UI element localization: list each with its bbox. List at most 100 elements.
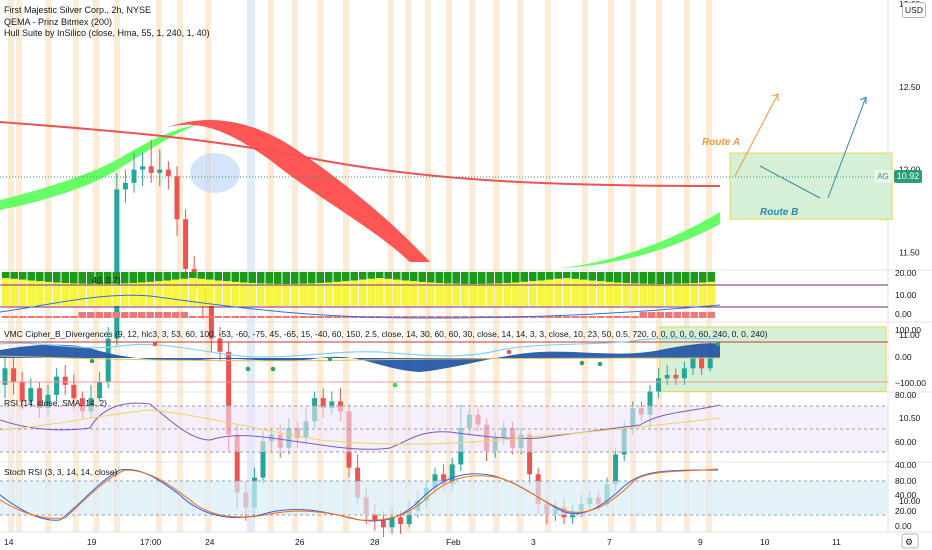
session-stripe [73,0,79,532]
prinz-bar-yellow [393,279,401,306]
highlight-ellipse [190,153,240,193]
last-price-tag: 10.92 [894,170,922,183]
route-a-arrow [734,93,779,177]
prinz-bar-red [665,312,673,318]
prinz-bar-red [172,312,180,318]
candle-body [54,376,60,395]
price-tick: 11.00 [899,330,920,340]
prinz-bar-green [248,272,256,284]
candle-body [527,434,533,475]
prinz-bar-red [274,316,282,318]
prinz-bar-green [546,272,554,280]
prinz-bar-yellow [427,282,435,306]
prinz-bar-green [265,272,273,284]
prinz-bar-green [495,272,503,284]
candle-body [449,464,455,485]
prinz-bar-green [112,272,120,284]
candle-body [647,391,653,415]
time-tick: 26 [295,537,305,547]
candle-body [664,374,670,379]
candle-body [45,394,51,409]
prinz-bar-yellow [682,283,690,306]
candle-body [28,388,34,402]
prinz-bar-green [189,272,197,279]
prinz-bar-red [622,316,630,318]
prinz-bar-yellow [571,278,579,306]
prinz-bar-red [10,316,18,318]
prinz-bar-red [605,316,613,318]
time-tick: 7 [607,537,612,547]
prinz-bar-yellow [554,278,562,306]
prinz-bar-yellow [665,283,673,306]
prinz-bar-red [282,316,290,318]
prinz-bar-red [231,316,239,318]
prinz-bar-yellow [444,283,452,306]
session-stripe [425,0,431,532]
candle-body [122,182,128,190]
prinz-bar-green [61,272,69,284]
candle-body [217,338,223,352]
prinz-bar-green [129,272,137,284]
candle-body [673,374,679,379]
prinz-bar-red [478,316,486,318]
prinz-bar-yellow [631,283,639,306]
prinz-bar-red [707,312,715,318]
prinz-bar-yellow [495,283,503,306]
vmc-signal-dot [579,360,585,366]
session-stripe [343,0,349,532]
prinz-bar-green [214,272,222,281]
prinz-bar-yellow [503,283,511,306]
prinz-bar-green [146,272,154,282]
session-stripe [45,0,51,532]
prinz-bar-green [529,272,537,282]
prinz-bar-yellow [240,282,248,306]
vmc-wave-line [0,337,721,358]
prinz-bar-yellow [308,283,316,306]
prinz-bar-green [605,272,613,282]
prinz-bar-yellow [418,281,426,306]
prinz-bar-green [350,272,358,281]
prinz-bar-yellow [512,282,520,306]
vmc-signal-dot [245,366,251,372]
prinz-bar-red [690,312,698,318]
prinz-bar-green [206,272,214,280]
prinz-bar-green [223,272,231,282]
prinz-bar-yellow [70,283,78,306]
candle-body [174,176,180,220]
candle-body [2,368,8,385]
prinz-bar-yellow [44,281,52,306]
time-tick: 11 [832,537,841,547]
prinz-bar-red [631,316,639,318]
currency-selector[interactable]: USD [902,2,926,18]
candle-body [71,384,77,399]
prinz-bar-red [418,316,426,318]
candle-body [62,376,68,385]
prinz-bar-yellow [138,282,146,306]
prinz-bar-red [435,316,443,318]
prinz-bar-green [393,272,401,280]
prinz-bar-yellow [257,283,265,306]
prinz-bar-green [444,272,452,284]
route-a-arrowhead [771,93,779,101]
prinz-bar-green [588,272,596,281]
prinz-bar-green [104,272,112,284]
prinz-bar-yellow [121,283,129,306]
vmc-signal-dot [152,341,158,347]
candle-body [320,398,326,409]
prinz-bar-red [163,312,171,318]
candle-body [441,474,447,485]
prinz-bar-red [699,312,707,318]
prinz-bar-yellow [486,283,494,306]
hull-band-up-1 [0,124,200,210]
prinz-bar-yellow [622,283,630,306]
prinz-bar-green [631,272,639,284]
prinz-bar-green [435,272,443,284]
prinz-bar-yellow [87,283,95,306]
prinz-bar-yellow [699,282,707,306]
prinz-tick: 0.00 [895,309,912,319]
prinz-bar-red [138,312,146,318]
prinz-bar-green [376,272,384,279]
session-stripe [177,0,183,532]
legend-qema: QEMA - Prinz Bitmex (200) [4,17,113,27]
